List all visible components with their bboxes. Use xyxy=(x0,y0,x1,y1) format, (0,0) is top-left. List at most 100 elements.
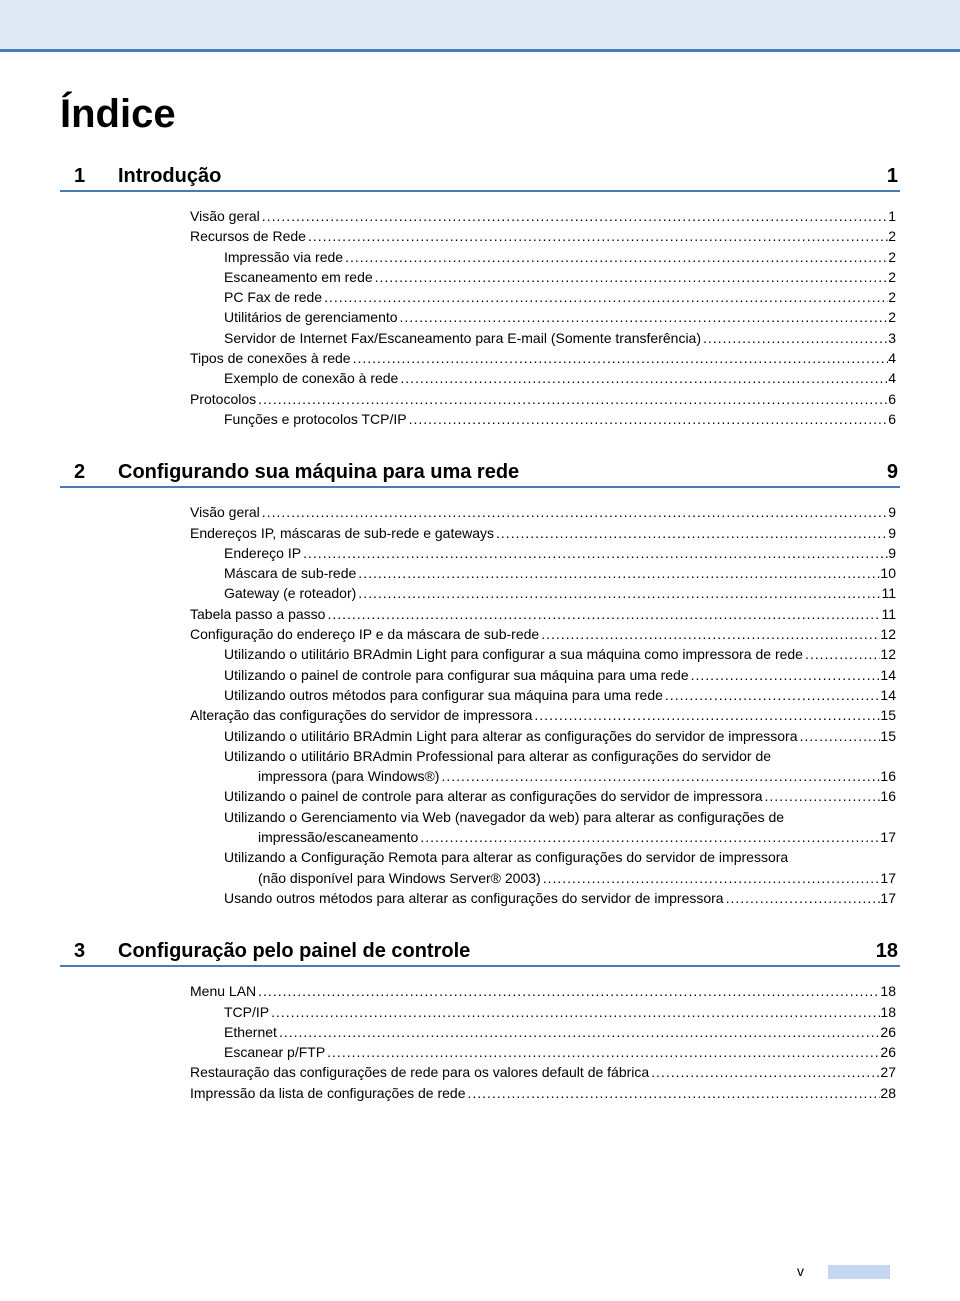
leader-dots: ........................................… xyxy=(418,827,880,847)
toc-text: Protocolos xyxy=(190,389,256,409)
toc-entry[interactable]: Utilizando outros métodos para configura… xyxy=(190,685,896,705)
leader-dots: ........................................… xyxy=(343,247,888,267)
toc-entry[interactable]: Usando outros métodos para alterar as co… xyxy=(190,888,896,908)
toc-section: 2Configurando sua máquina para uma rede9… xyxy=(60,461,900,908)
toc-group: Menu LAN................................… xyxy=(190,981,896,1103)
toc-page: 3 xyxy=(888,328,896,348)
section-header: 1Introdução1 xyxy=(60,165,900,192)
toc-entry[interactable]: Utilizando a Configuração Remota para al… xyxy=(190,847,896,867)
toc-entry[interactable]: PC Fax de rede..........................… xyxy=(190,287,896,307)
leader-dots: ........................................… xyxy=(398,307,889,327)
toc-text: Tabela passo a passo xyxy=(190,604,325,624)
toc-entry[interactable]: Impressão da lista de configurações de r… xyxy=(190,1083,896,1103)
leader-dots: ........................................… xyxy=(260,502,888,522)
toc-entry[interactable]: Utilizando o painel de controle para alt… xyxy=(190,786,896,806)
leader-dots: ........................................… xyxy=(356,563,880,583)
toc-text: Escaneamento em rede xyxy=(224,267,373,287)
toc-page: 16 xyxy=(880,766,896,786)
toc-text: impressão/escaneamento xyxy=(258,827,418,847)
chapter-title[interactable]: Introdução xyxy=(118,165,887,188)
toc-entry[interactable]: Recursos de Rede........................… xyxy=(190,226,896,246)
leader-dots: ........................................… xyxy=(269,1002,880,1022)
toc-entry[interactable]: Tabela passo a passo....................… xyxy=(190,604,896,624)
toc-entry[interactable]: Escaneamento em rede....................… xyxy=(190,267,896,287)
toc-entry[interactable]: Utilizando o utilitário BRAdmin Light pa… xyxy=(190,644,896,664)
toc-entry[interactable]: Configuração do endereço IP e da máscara… xyxy=(190,624,896,644)
toc-entry[interactable]: Endereço IP.............................… xyxy=(190,543,896,563)
toc-entry[interactable]: Máscara de sub-rede.....................… xyxy=(190,563,896,583)
toc-text: Máscara de sub-rede xyxy=(224,563,356,583)
toc-page: 18 xyxy=(880,981,896,1001)
toc-entry[interactable]: Visão geral.............................… xyxy=(190,206,896,226)
toc-text: Endereço IP xyxy=(224,543,301,563)
toc-text: Funções e protocolos TCP/IP xyxy=(224,409,407,429)
toc-entry[interactable]: Utilitários de gerenciamento............… xyxy=(190,307,896,327)
toc-text: Utilizando o utilitário BRAdmin Light pa… xyxy=(224,644,803,664)
leader-dots: ........................................… xyxy=(663,685,881,705)
toc-group: Visão geral.............................… xyxy=(190,502,896,908)
toc-text: Visão geral xyxy=(190,502,260,522)
chapter-number: 1 xyxy=(60,165,118,188)
section-header: 3Configuração pelo painel de controle18 xyxy=(60,940,900,967)
leader-dots: ........................................… xyxy=(351,348,889,368)
leader-dots: ........................................… xyxy=(277,1022,880,1042)
toc-page: 9 xyxy=(888,502,896,522)
chapter-title[interactable]: Configurando sua máquina para uma rede xyxy=(118,461,887,484)
toc-group: Visão geral.............................… xyxy=(190,206,896,429)
toc-text: Usando outros métodos para alterar as co… xyxy=(224,888,724,908)
toc-entry[interactable]: Tipos de conexões à rede................… xyxy=(190,348,896,368)
page-footer: v xyxy=(60,1263,900,1301)
leader-dots: ........................................… xyxy=(260,206,888,226)
toc-entry[interactable]: Escanear p/FTP..........................… xyxy=(190,1042,896,1062)
toc-entry[interactable]: Funções e protocolos TCP/IP.............… xyxy=(190,409,896,429)
toc-entry[interactable]: Visão geral.............................… xyxy=(190,502,896,522)
page-number: v xyxy=(797,1263,804,1279)
toc-entry-continuation[interactable]: impressão/escaneamento..................… xyxy=(190,827,896,847)
toc-entry[interactable]: Utilizando o Gerenciamento via Web (nave… xyxy=(190,807,896,827)
toc-page: 2 xyxy=(888,247,896,267)
leader-dots: ........................................… xyxy=(325,1042,880,1062)
toc-entry-continuation[interactable]: (não disponível para Windows Server® 200… xyxy=(190,868,896,888)
toc-entry[interactable]: Restauração das configurações de rede pa… xyxy=(190,1062,896,1082)
toc-entry[interactable]: Impressão via rede......................… xyxy=(190,247,896,267)
toc-page: 26 xyxy=(880,1042,896,1062)
toc-page: 14 xyxy=(880,685,896,705)
toc-text: Endereços IP, máscaras de sub-rede e gat… xyxy=(190,523,494,543)
toc-text: Recursos de Rede xyxy=(190,226,306,246)
toc-text: Menu LAN xyxy=(190,981,256,1001)
section-header: 2Configurando sua máquina para uma rede9 xyxy=(60,461,900,488)
leader-dots: ........................................… xyxy=(689,665,881,685)
leader-dots: ........................................… xyxy=(398,368,888,388)
toc-entry[interactable]: Protocolos..............................… xyxy=(190,389,896,409)
toc-text: impressora (para Windows®) xyxy=(258,766,439,786)
toc-text: Ethernet xyxy=(224,1022,277,1042)
leader-dots: ........................................… xyxy=(325,604,881,624)
toc-entry[interactable]: Gateway (e roteador)....................… xyxy=(190,583,896,603)
toc-entry[interactable]: Utilizando o painel de controle para con… xyxy=(190,665,896,685)
toc-text: Utilizando o utilitário BRAdmin Professi… xyxy=(224,746,771,766)
toc-page: 2 xyxy=(888,307,896,327)
toc-entry[interactable]: Exemplo de conexão à rede...............… xyxy=(190,368,896,388)
toc-entry[interactable]: Endereços IP, máscaras de sub-rede e gat… xyxy=(190,523,896,543)
toc-entry[interactable]: Utilizando o utilitário BRAdmin Light pa… xyxy=(190,726,896,746)
toc-entry[interactable]: Utilizando o utilitário BRAdmin Professi… xyxy=(190,746,896,766)
toc-entry[interactable]: Menu LAN................................… xyxy=(190,981,896,1001)
toc-entry[interactable]: Servidor de Internet Fax/Escaneamento pa… xyxy=(190,328,896,348)
chapter-title[interactable]: Configuração pelo painel de controle xyxy=(118,940,876,963)
leader-dots: ........................................… xyxy=(256,389,888,409)
leader-dots: ........................................… xyxy=(539,624,880,644)
toc-entry[interactable]: Ethernet................................… xyxy=(190,1022,896,1042)
toc-text: Utilitários de gerenciamento xyxy=(224,307,398,327)
chapter-number: 2 xyxy=(60,461,118,484)
chapter-page: 9 xyxy=(887,461,900,484)
toc-page: 6 xyxy=(888,409,896,429)
toc-entry[interactable]: TCP/IP..................................… xyxy=(190,1002,896,1022)
toc-entry[interactable]: Alteração das configurações do servidor … xyxy=(190,705,896,725)
toc-text: Impressão via rede xyxy=(224,247,343,267)
toc-page: 17 xyxy=(880,827,896,847)
page-content: Índice 1Introdução1Visão geral..........… xyxy=(0,92,960,1301)
toc-entry-continuation[interactable]: impressora (para Windows®)..............… xyxy=(190,766,896,786)
leader-dots: ........................................… xyxy=(373,267,889,287)
leader-dots: ........................................… xyxy=(798,726,881,746)
toc-page: 28 xyxy=(880,1083,896,1103)
